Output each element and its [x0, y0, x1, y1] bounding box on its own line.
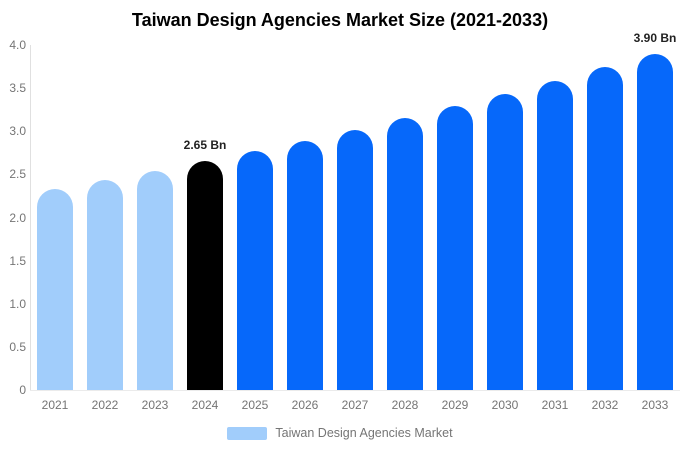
y-tick-label-3.5: 3.5	[9, 81, 26, 96]
bar-2023[interactable]	[137, 170, 173, 390]
x-tick-label-2024: 2024	[191, 398, 219, 412]
x-tick-label-2029: 2029	[441, 398, 469, 412]
x-tick-label-2023: 2023	[141, 398, 169, 412]
bar-2031[interactable]	[537, 81, 573, 390]
value-label-2033: 3.90 Bn	[633, 30, 677, 45]
y-tick-label-4.0: 4.0	[9, 38, 26, 52]
bar-2033[interactable]	[637, 53, 673, 390]
x-tick-label-2025: 2025	[241, 398, 269, 412]
y-tick-label-0.5: 0.5	[9, 339, 26, 354]
x-tick-label-2030: 2030	[491, 398, 519, 412]
x-tick-label-2027: 2027	[341, 398, 369, 412]
y-tick-label-3.0: 3.0	[9, 124, 26, 139]
bar-2022[interactable]	[87, 180, 123, 390]
value-label-2024: 2.65 Bn	[183, 138, 227, 153]
chart-title: Taiwan Design Agencies Market Size (2021…	[131, 10, 549, 30]
bar-2032[interactable]	[587, 67, 623, 390]
x-tick-label-2028: 2028	[391, 398, 419, 412]
bar-2027[interactable]	[337, 130, 373, 390]
bar-2021[interactable]	[37, 189, 73, 390]
x-axis-line	[30, 390, 680, 391]
bar-2028[interactable]	[387, 118, 423, 390]
y-axis-line	[30, 45, 31, 390]
y-tick-label-1.5: 1.5	[9, 253, 26, 268]
x-tick-label-2021: 2021	[41, 398, 69, 412]
bar-2030[interactable]	[487, 94, 523, 390]
x-tick-label-2032: 2032	[591, 398, 619, 412]
x-tick-label-2031: 2031	[541, 398, 569, 412]
y-tick-label-1.0: 1.0	[9, 296, 26, 311]
y-tick-label-0: 0	[19, 383, 26, 397]
y-tick-label-2.0: 2.0	[9, 210, 26, 225]
x-tick-label-2022: 2022	[91, 398, 119, 412]
legend-swatch	[227, 426, 268, 440]
x-tick-label-2033: 2033	[641, 398, 669, 412]
legend-label: Taiwan Design Agencies Market	[275, 426, 453, 440]
bar-2026[interactable]	[287, 140, 323, 390]
y-tick-label-2.5: 2.5	[9, 167, 26, 182]
legend-item[interactable]: Taiwan Design Agencies Market	[0, 426, 680, 440]
x-tick-label-2026: 2026	[291, 398, 319, 412]
bar-2029[interactable]	[437, 106, 473, 390]
bar-2025[interactable]	[237, 151, 273, 390]
bar-2024[interactable]	[187, 161, 223, 390]
